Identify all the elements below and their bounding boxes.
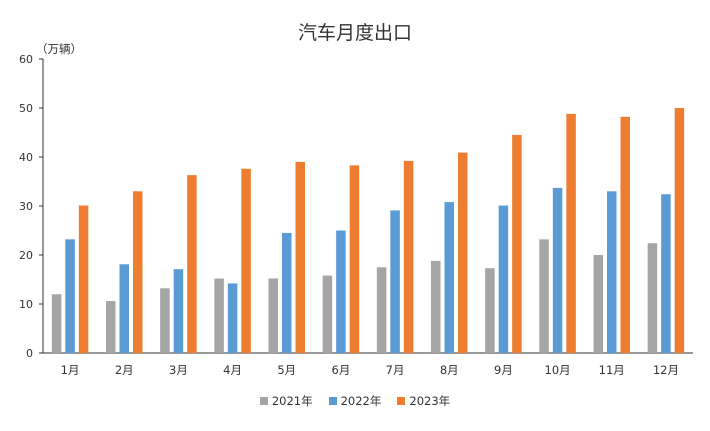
legend-item: 2022年 [328, 393, 382, 409]
x-tick-label: 12月 [653, 363, 679, 377]
legend-item: 2021年 [259, 393, 313, 409]
bar-2023年-8月 [458, 152, 468, 353]
y-tick-label: 30 [19, 200, 33, 213]
bar-2023年-7月 [403, 160, 414, 353]
x-tick-label: 11月 [599, 363, 625, 377]
legend-label: 2023年 [409, 394, 451, 408]
y-tick-label: 40 [19, 151, 33, 164]
legend-item: 2023年 [397, 393, 450, 409]
bar-2022年-8月 [444, 202, 454, 353]
x-tick-label: 4月 [223, 363, 242, 377]
bar-2023年-12月 [674, 108, 685, 353]
bar-2021年-6月 [322, 275, 333, 353]
y-tick-label: 20 [19, 249, 33, 262]
bar-2023年-11月 [620, 116, 630, 353]
bar-2022年-3月 [173, 269, 184, 353]
bar-2023年-5月 [295, 161, 305, 353]
bar-2023年-2月 [133, 191, 143, 353]
x-tick-label: 8月 [440, 363, 459, 377]
x-tick-label: 2月 [115, 363, 134, 377]
bar-2021年-7月 [376, 267, 387, 353]
bar-2021年-1月 [51, 294, 62, 353]
bar-2023年-4月 [241, 168, 251, 353]
y-tick-label: 60 [19, 53, 33, 66]
bar-2023年-9月 [512, 134, 522, 353]
y-unit-label: （万辆） [36, 42, 82, 56]
y-tick-label: 0 [26, 347, 33, 360]
bar-2023年-3月 [187, 175, 197, 353]
legend-swatch [328, 397, 337, 405]
bar-2021年-9月 [485, 268, 495, 353]
bar-2022年-5月 [282, 232, 292, 353]
x-tick-label: 3月 [169, 363, 188, 377]
bar-2023年-1月 [78, 205, 89, 353]
bar-2023年-6月 [349, 165, 360, 353]
x-tick-label: 6月 [332, 363, 351, 377]
bar-2021年-11月 [593, 255, 603, 353]
bar-2021年-5月 [268, 278, 278, 353]
chart-title: 汽车月度出口 [297, 22, 412, 44]
bar-2022年-7月 [390, 210, 400, 353]
bar-2021年-2月 [106, 301, 116, 353]
bar-2023年-10月 [566, 113, 576, 353]
bar-2021年-3月 [160, 288, 170, 353]
x-tick-label: 7月 [386, 363, 405, 377]
bar-2021年-12月 [647, 243, 658, 353]
bar-2022年-1月 [65, 239, 75, 353]
bar-2022年-4月 [227, 283, 238, 353]
bar-2022年-6月 [336, 230, 346, 353]
legend-swatch [259, 397, 268, 405]
bar-2022年-2月 [119, 264, 129, 353]
legend: 2021年 2022年 2023年 [0, 393, 710, 409]
bar-2022年-12月 [661, 194, 671, 353]
x-tick-label: 5月 [277, 363, 296, 377]
x-tick-label: 10月 [545, 363, 571, 377]
bar-2022年-11月 [607, 191, 617, 353]
bar-2022年-10月 [552, 187, 563, 353]
legend-swatch [397, 397, 406, 405]
legend-label: 2022年 [340, 394, 382, 408]
y-tick-label: 10 [19, 298, 33, 311]
legend-label: 2021年 [271, 394, 313, 408]
bar-2021年-4月 [214, 278, 224, 353]
y-tick-label: 50 [19, 102, 33, 115]
bar-2021年-10月 [539, 239, 549, 353]
x-tick-label: 1月 [61, 363, 80, 377]
bar-2021年-8月 [431, 260, 441, 353]
x-tick-label: 9月 [494, 363, 513, 377]
bar-2022年-9月 [498, 205, 509, 353]
